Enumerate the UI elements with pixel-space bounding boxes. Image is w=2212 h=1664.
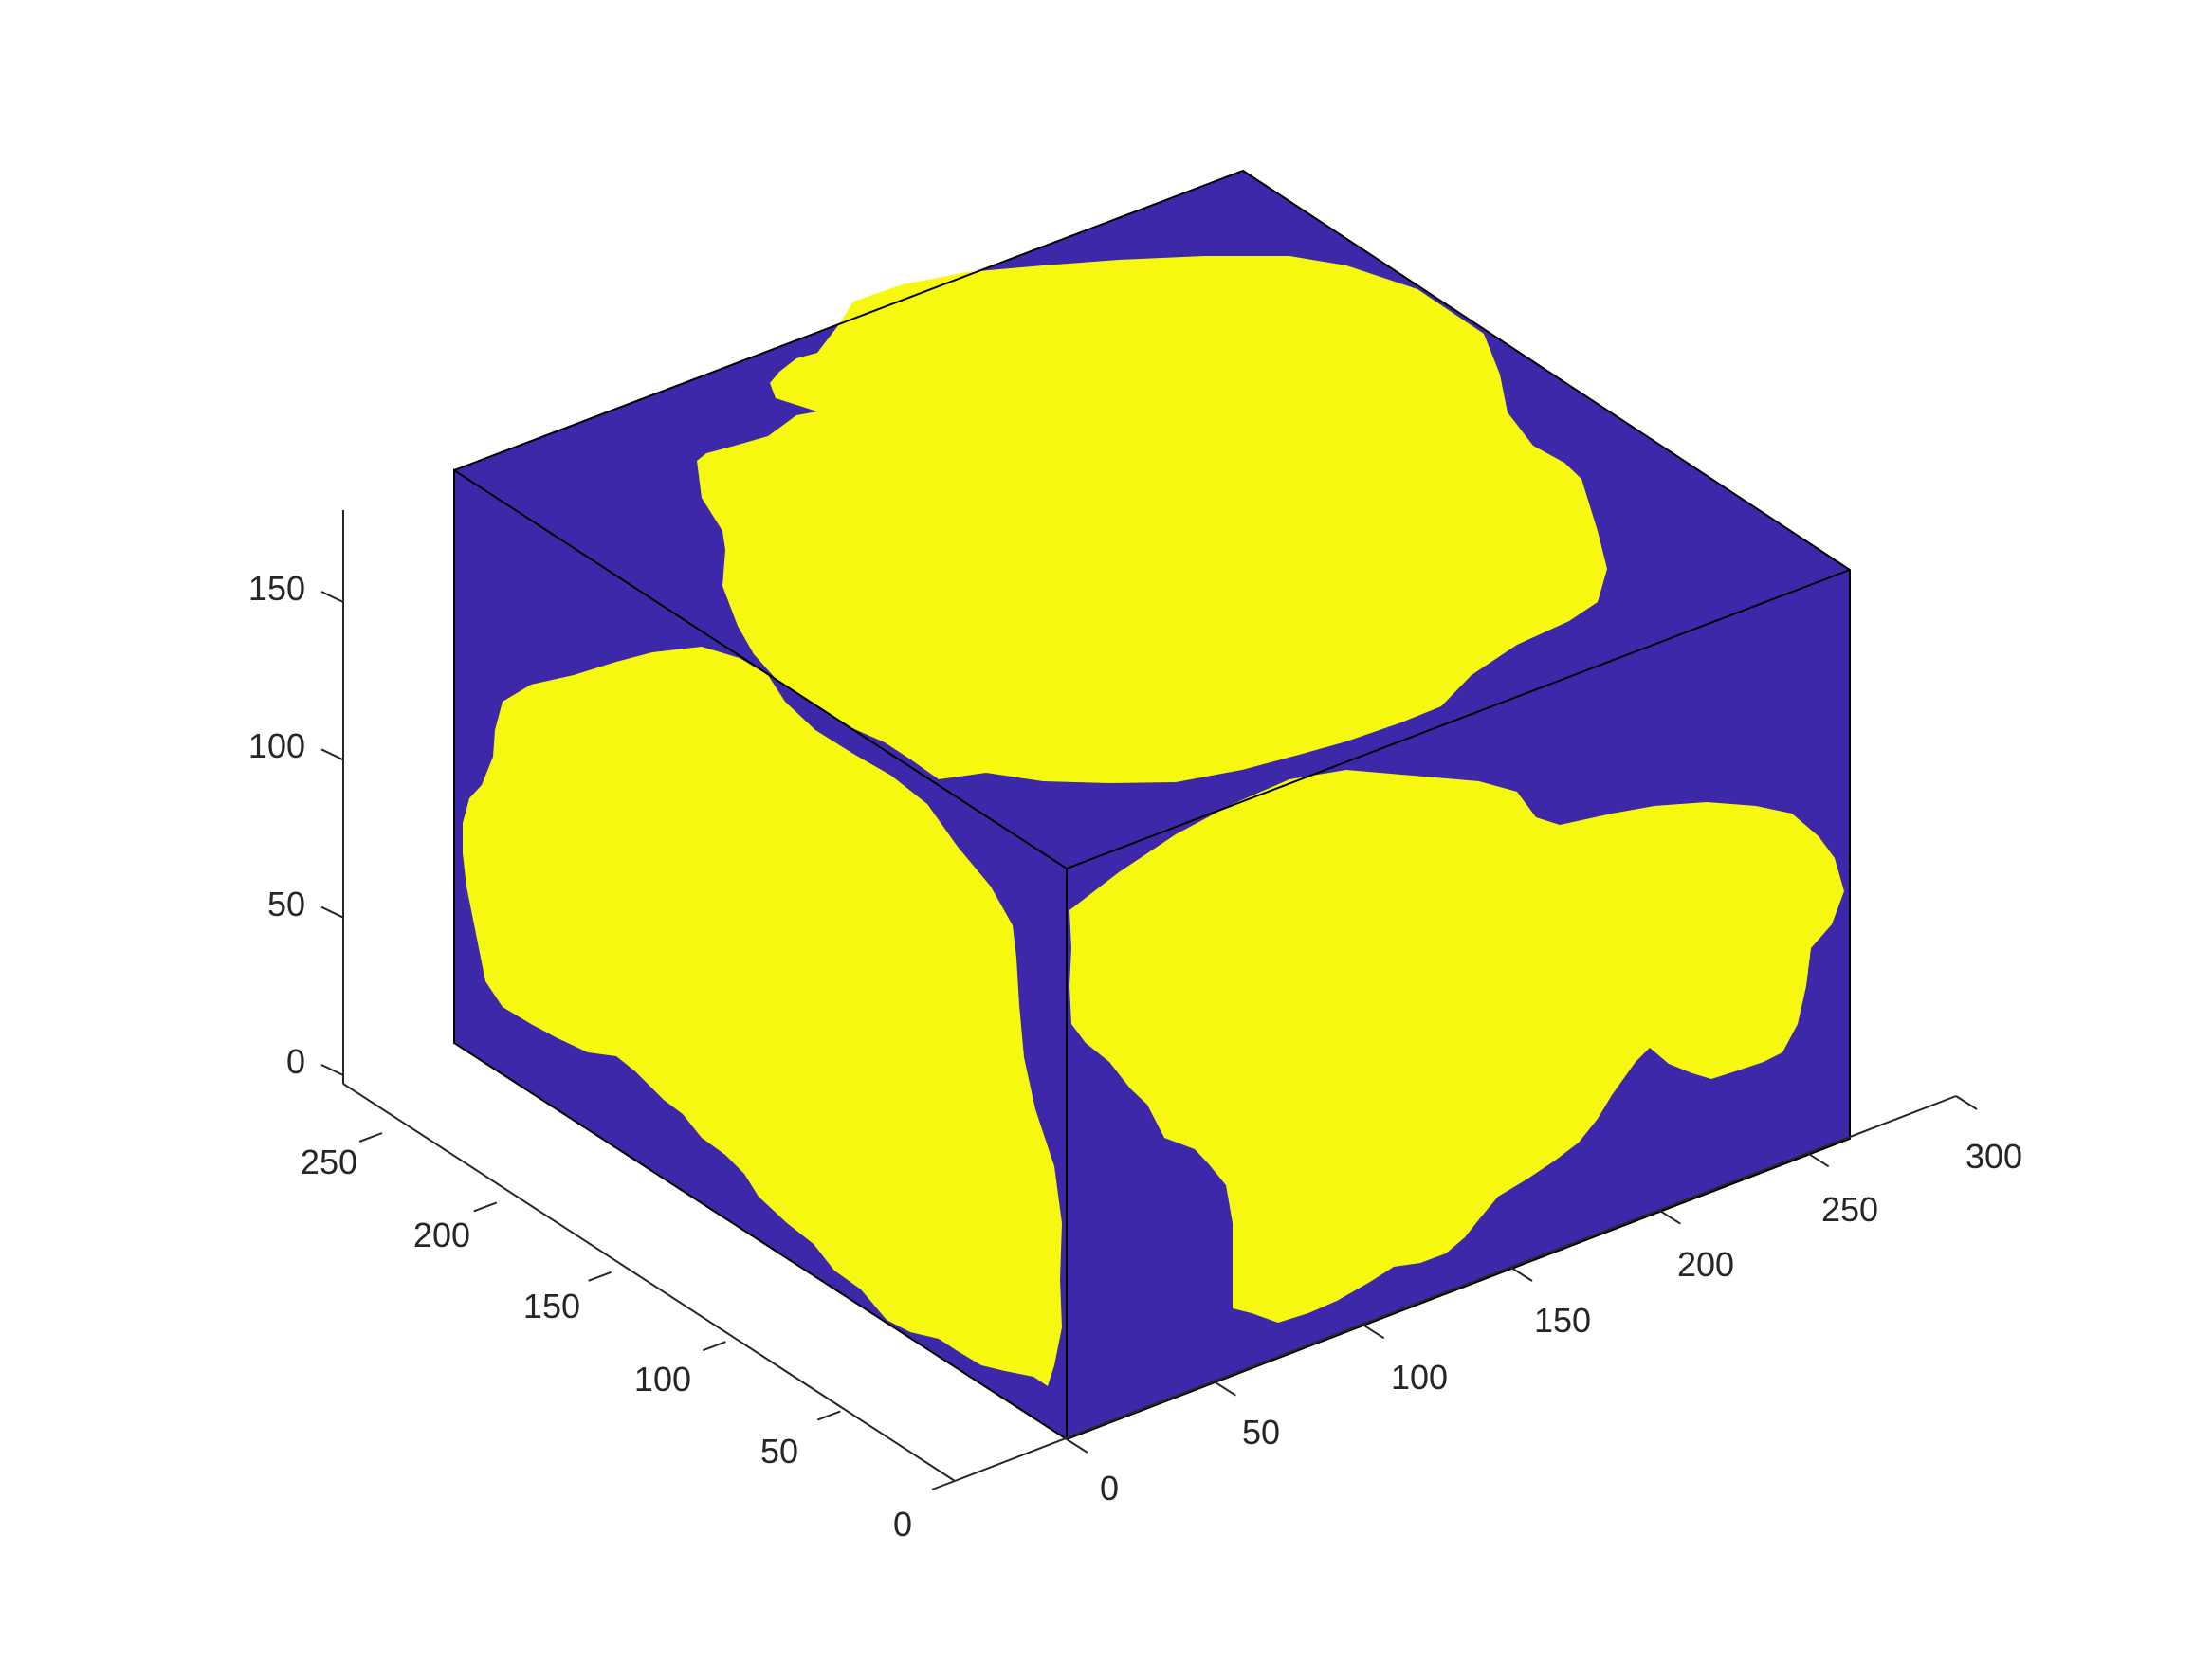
x-axis-line <box>954 1095 1957 1482</box>
y-tick-label: 200 <box>413 1216 470 1254</box>
axes <box>342 510 1957 1482</box>
left-face-inclusion <box>463 647 1062 1386</box>
tick-marks <box>320 591 1978 1490</box>
x-tick-mark <box>1214 1381 1236 1397</box>
x-tick-mark <box>1807 1152 1830 1168</box>
x-tick-label: 100 <box>1391 1358 1448 1397</box>
z-tick-mark <box>320 748 344 761</box>
y-tick-label: 100 <box>634 1360 691 1399</box>
y-tick-label: 50 <box>760 1432 798 1471</box>
z-tick-labels: 0 50 100 150 <box>248 569 305 1081</box>
y-tick-mark <box>473 1201 498 1213</box>
y-tick-mark <box>931 1480 956 1490</box>
x-tick-labels: 0 50 100 150 200 250 300 <box>1100 1137 2022 1508</box>
y-tick-mark <box>816 1410 841 1421</box>
x-tick-label: 50 <box>1242 1413 1280 1452</box>
cube <box>453 169 1851 1441</box>
y-tick-label: 250 <box>301 1143 357 1181</box>
x-tick-mark <box>1066 1438 1088 1454</box>
y-tick-mark <box>358 1132 383 1143</box>
x-tick-mark <box>1658 1209 1681 1225</box>
z-tick-label: 100 <box>248 726 305 765</box>
y-tick-mark <box>703 1341 726 1352</box>
x-tick-label: 300 <box>1965 1137 2022 1176</box>
y-axis-line <box>342 1083 956 1482</box>
y-tick-label: 150 <box>523 1287 580 1326</box>
x-tick-mark <box>1510 1267 1533 1282</box>
right-face-inclusion <box>1069 770 1844 1323</box>
y-tick-labels: 0 50 100 150 200 250 <box>301 1143 912 1544</box>
x-tick-label: 250 <box>1821 1190 1878 1229</box>
z-tick-label: 50 <box>267 885 305 923</box>
x-tick-label: 200 <box>1677 1245 1734 1284</box>
z-tick-mark <box>320 905 344 919</box>
x-tick-mark <box>1955 1095 1978 1110</box>
x-tick-label: 150 <box>1534 1301 1591 1340</box>
x-tick-label: 0 <box>1100 1469 1119 1508</box>
z-tick-mark <box>320 591 344 603</box>
z-tick-mark <box>320 1064 344 1076</box>
y-tick-label: 0 <box>893 1505 912 1544</box>
z-tick-label: 150 <box>248 569 305 608</box>
top-face-inclusion <box>697 256 1607 783</box>
z-tick-label: 0 <box>286 1042 305 1081</box>
x-tick-mark <box>1362 1324 1385 1340</box>
y-tick-mark <box>588 1271 612 1282</box>
